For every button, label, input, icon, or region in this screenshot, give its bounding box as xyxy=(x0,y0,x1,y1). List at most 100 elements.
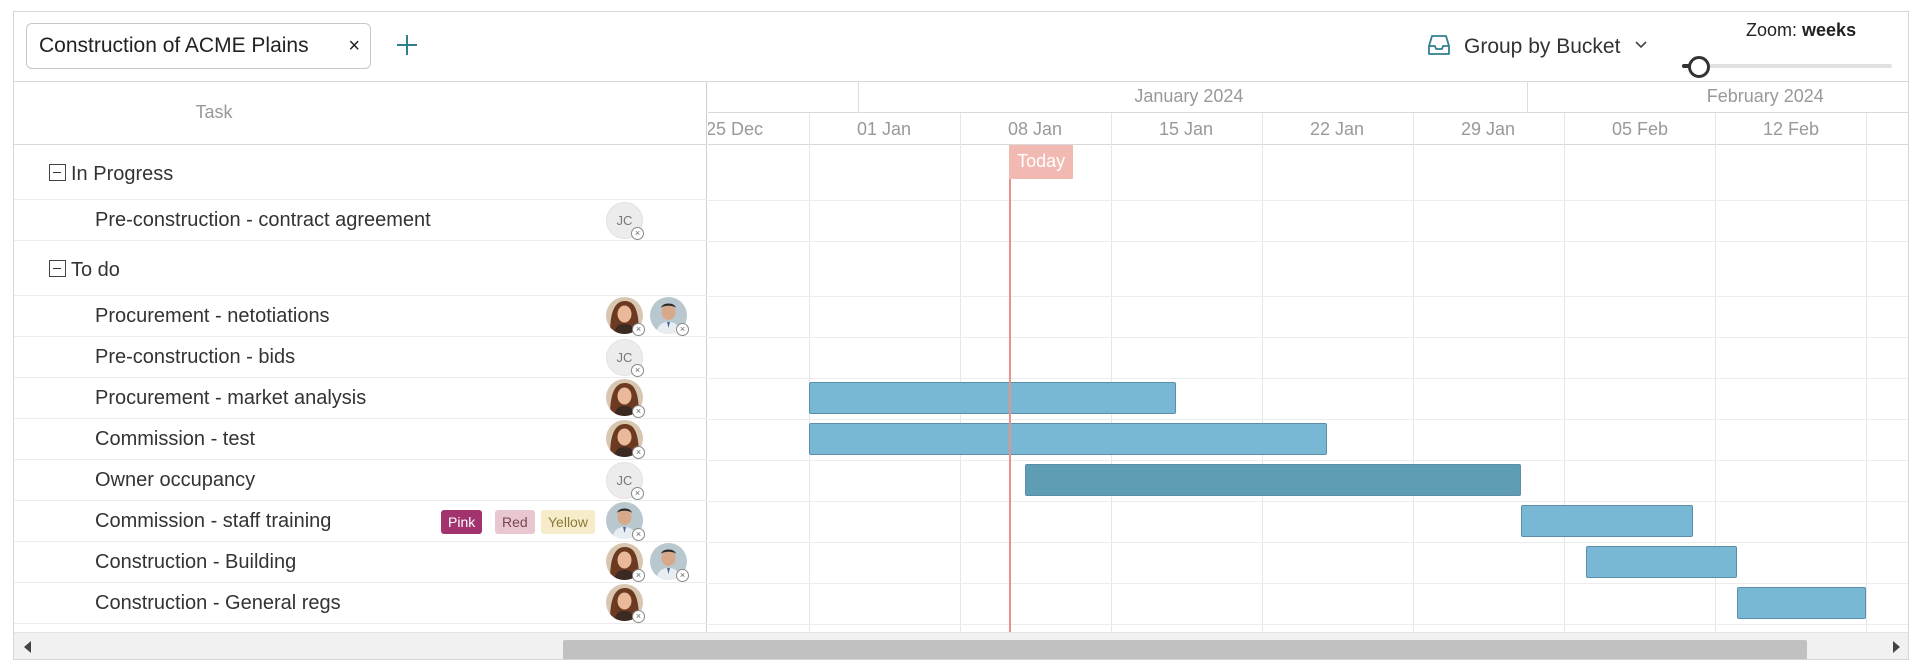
task-bar[interactable] xyxy=(809,423,1327,455)
remove-assignee-icon[interactable]: × xyxy=(632,610,645,623)
task-row[interactable]: Construction - Building × × xyxy=(14,542,707,583)
remove-assignee-icon[interactable]: × xyxy=(632,446,645,459)
minus-box-icon[interactable] xyxy=(49,164,66,181)
timeline-week-header xyxy=(708,113,1908,145)
scroll-right-icon[interactable] xyxy=(1893,641,1900,653)
remove-assignee-icon[interactable]: × xyxy=(631,227,644,240)
minus-box-icon[interactable] xyxy=(49,260,66,277)
remove-assignee-icon[interactable]: × xyxy=(632,569,645,582)
task-bar[interactable] xyxy=(1736,587,1866,619)
timeline-row-line xyxy=(708,501,1908,502)
avatar-initials-text: JC xyxy=(616,213,633,228)
label-chip-pink[interactable]: Pink xyxy=(441,510,483,534)
label-chip-red[interactable]: Red xyxy=(495,510,535,534)
avatar-man[interactable]: × xyxy=(650,297,689,336)
task-name[interactable]: Owner occupancy xyxy=(95,469,256,491)
toolbar: Construction of ACME Plains × Group by B… xyxy=(14,12,1908,82)
avatar-man[interactable]: × xyxy=(606,502,645,541)
plan-tab-label: Construction of ACME Plains xyxy=(39,34,309,57)
task-name[interactable]: Construction - Building xyxy=(95,551,297,573)
avatar-woman[interactable]: × xyxy=(606,379,645,418)
scrollbar-thumb[interactable] xyxy=(563,640,1807,659)
task-name[interactable]: Construction - General regs xyxy=(95,592,341,614)
week-label: 15 Jan xyxy=(1159,119,1214,139)
avatar-woman[interactable]: × xyxy=(606,297,645,336)
group-label: In Progress xyxy=(71,162,174,185)
week-label: 01 Jan xyxy=(857,119,912,139)
task-row[interactable]: Pre-construction - contract agreement JC × xyxy=(14,200,707,241)
task-bar[interactable] xyxy=(809,382,1176,414)
remove-assignee-icon[interactable]: × xyxy=(676,323,689,336)
plan-tab[interactable]: Construction of ACME Plains × xyxy=(26,23,371,69)
task-bar[interactable] xyxy=(1585,546,1737,578)
task-name[interactable]: Commission - staff training xyxy=(95,510,332,532)
tray-icon xyxy=(1426,32,1452,63)
timeline-row-line xyxy=(708,419,1908,420)
avatar-woman[interactable]: × xyxy=(606,584,645,623)
timeline-row-line xyxy=(708,296,1908,297)
label-chip-yellow[interactable]: Yellow xyxy=(541,510,595,534)
task-row[interactable]: Owner occupancy JC × xyxy=(14,460,707,501)
avatar-man[interactable]: × xyxy=(650,543,689,582)
month-separator xyxy=(858,82,859,113)
remove-assignee-icon[interactable]: × xyxy=(631,364,644,377)
task-name[interactable]: Pre-construction - contract agreement xyxy=(95,209,431,231)
remove-assignee-icon[interactable]: × xyxy=(676,569,689,582)
task-name[interactable]: Procurement - netotiations xyxy=(95,305,330,327)
avatar-woman[interactable]: × xyxy=(606,420,645,459)
man-photo-icon xyxy=(650,297,687,334)
zoom-control: Zoom: weeks xyxy=(1682,20,1892,80)
avatar-initials[interactable]: JC × xyxy=(606,462,644,500)
close-icon[interactable]: × xyxy=(348,35,360,57)
timeline-row-line xyxy=(708,583,1908,584)
remove-assignee-icon[interactable]: × xyxy=(632,405,645,418)
week-gridline xyxy=(1715,113,1716,632)
task-row[interactable]: Procurement - market analysis × xyxy=(14,378,707,419)
week-label: 05 Feb xyxy=(1612,119,1669,139)
zoom-label: Zoom: weeks xyxy=(1746,20,1856,41)
avatar-woman[interactable]: × xyxy=(606,543,645,582)
remove-assignee-icon[interactable]: × xyxy=(631,487,644,500)
task-name[interactable]: Commission - test xyxy=(95,428,256,450)
zoom-slider-track[interactable] xyxy=(1682,64,1892,68)
task-name[interactable]: Pre-construction - bids xyxy=(95,346,296,368)
plus-icon[interactable] xyxy=(392,30,422,60)
timeline-row-line xyxy=(708,337,1908,338)
avatar-initials[interactable]: JC × xyxy=(606,339,644,377)
timeline-row-line xyxy=(708,241,1908,242)
gantt-frame: Construction of ACME Plains × Group by B… xyxy=(13,11,1909,660)
task-name[interactable]: Procurement - market analysis xyxy=(95,387,367,409)
task-row[interactable]: Pre-construction - bids JC × xyxy=(14,337,707,378)
task-row[interactable]: Procurement - netotiations × × xyxy=(14,296,707,337)
task-bar[interactable] xyxy=(1520,505,1694,537)
week-gridline xyxy=(960,113,961,632)
horizontal-scrollbar[interactable] xyxy=(14,632,1908,659)
remove-assignee-icon[interactable]: × xyxy=(632,528,645,541)
group-label: To do xyxy=(71,258,120,281)
task-bar[interactable] xyxy=(1024,464,1521,496)
timeline-row-line xyxy=(708,378,1908,379)
group-row[interactable]: In Progress xyxy=(14,145,707,200)
today-flag: Today xyxy=(1009,145,1074,179)
group-row[interactable]: To do xyxy=(14,241,707,296)
task-row[interactable]: Construction - General regs × xyxy=(14,583,707,624)
timeline-row-line xyxy=(708,460,1908,461)
avatar-initials-text: JC xyxy=(616,350,633,365)
avatar-initials[interactable]: JC × xyxy=(606,202,644,240)
week-gridline xyxy=(1866,113,1867,632)
week-label: 08 Jan xyxy=(1008,119,1063,139)
week-label: 25 Dec xyxy=(708,119,764,139)
task-pane: Task In Progress Pre-construction - contr… xyxy=(14,82,707,632)
remove-assignee-icon[interactable]: × xyxy=(632,323,645,336)
task-row[interactable]: Commission - staff training Pink Red Yellow… xyxy=(14,501,707,542)
week-label: 29 Jan xyxy=(1461,119,1516,139)
task-row[interactable]: Commission - test × xyxy=(14,419,707,460)
chevron-down-icon xyxy=(1632,36,1650,59)
zoom-slider-thumb[interactable] xyxy=(1687,56,1710,78)
group-by-dropdown[interactable]: Group by Bucket xyxy=(1426,30,1650,64)
week-gridline xyxy=(1564,113,1565,632)
timeline-row-line xyxy=(708,200,1908,201)
scroll-left-icon[interactable] xyxy=(24,641,31,653)
woman-photo-icon xyxy=(606,584,643,621)
task-column-header-label: Task xyxy=(195,102,233,122)
